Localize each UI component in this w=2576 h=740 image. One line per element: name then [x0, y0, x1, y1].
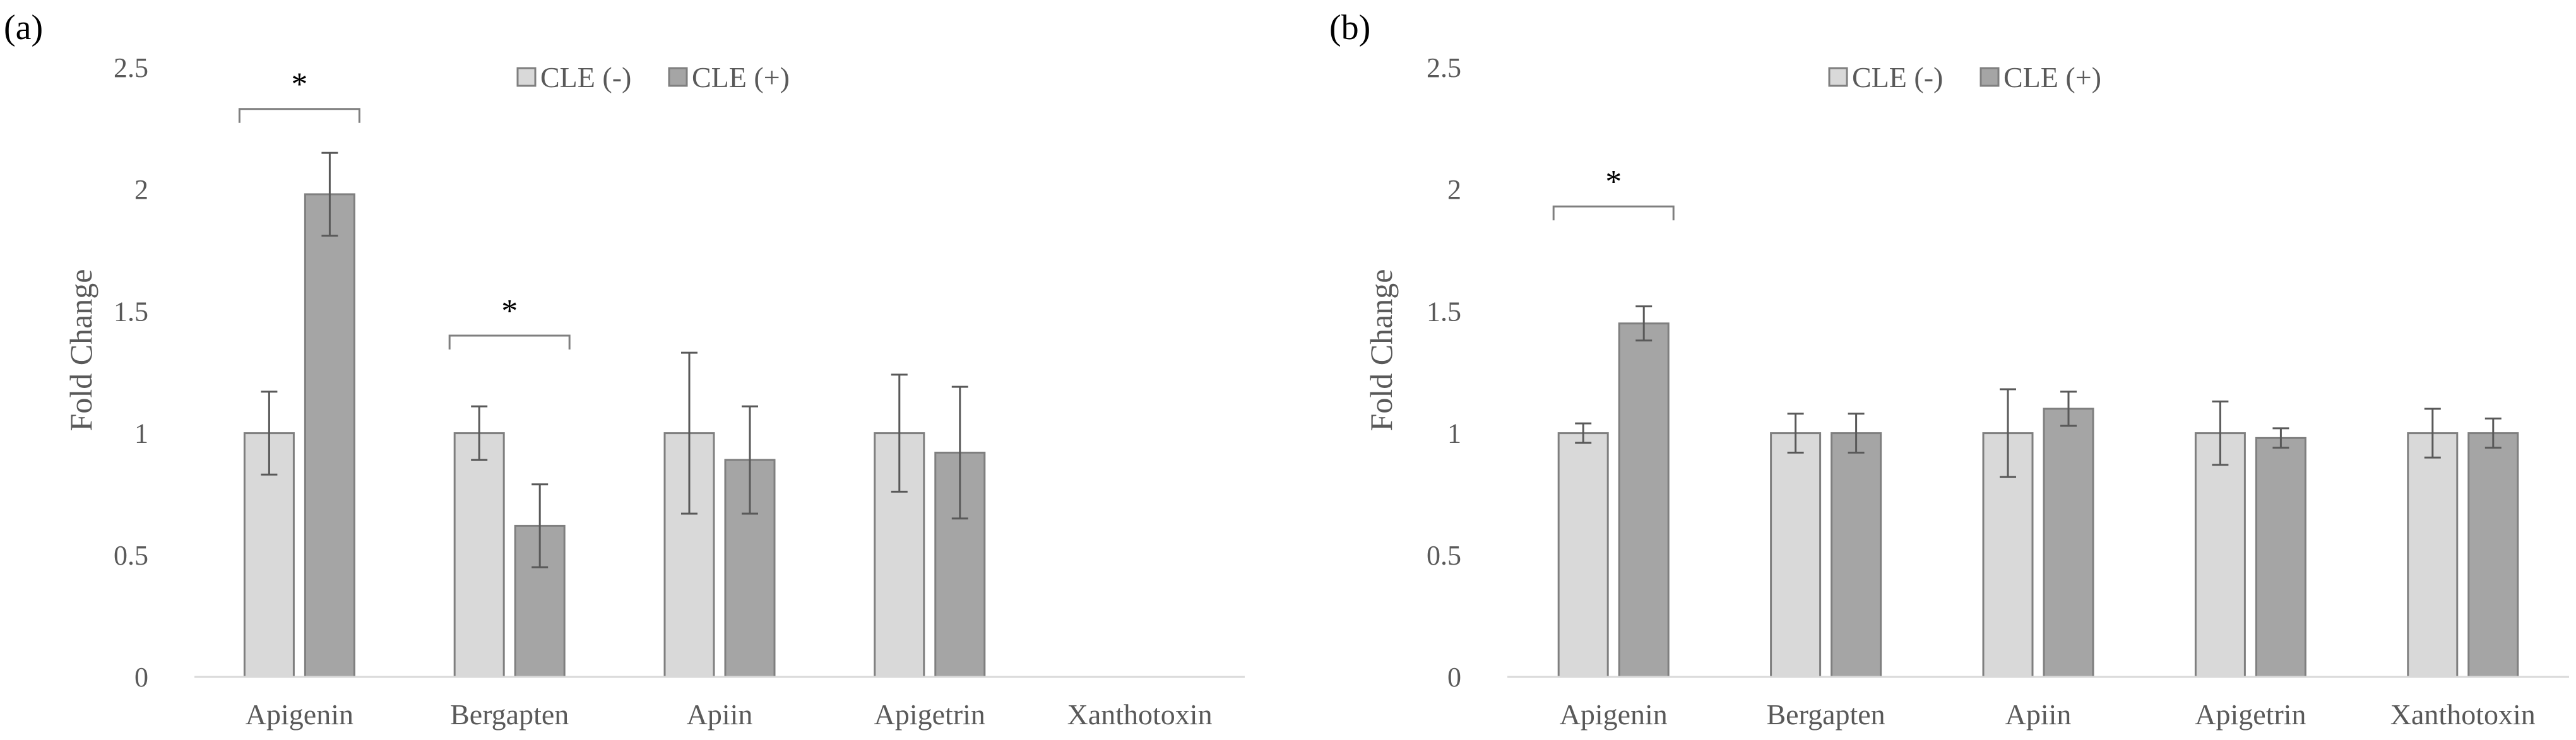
significance-bracket-a: [448, 334, 571, 350]
bar-b: [2043, 408, 2094, 678]
bar-b: [2407, 432, 2459, 678]
bar-b: [2467, 432, 2519, 678]
y-tick-label-b: 0.5: [1427, 540, 1461, 571]
legend-swatch-b: [1828, 67, 1848, 87]
x-tick-label-b: Xanthotoxin: [2390, 698, 2536, 731]
y-tick-label-a: 2.5: [114, 52, 148, 83]
significance-bracket-a: [238, 108, 360, 123]
bar-b: [2194, 432, 2246, 678]
significance-bracket-b: [1552, 205, 1675, 221]
x-tick-label-a: Bergapten: [450, 698, 569, 731]
panel-label-b: (b): [1329, 8, 1370, 47]
bar-b: [2255, 437, 2306, 678]
bar-a: [453, 432, 505, 678]
y-tick-label-a: 0: [134, 662, 148, 693]
chart-panel-a: (a) Fold Change 0 0.5 1 1.5 2 2.5 Apigenin Berg…: [4, 8, 1245, 731]
y-tick-label-b: 2: [1447, 174, 1461, 205]
x-tick-label-a: Apigetrin: [874, 698, 985, 731]
chart-panel-b: (b) Fold Change 0 0.5 1 1.5 2 2.5 Apigenin Berg…: [1288, 0, 2576, 740]
x-tick-label-a: Apigenin: [246, 698, 353, 731]
x-tick-label-b: Bergapten: [1766, 698, 1885, 731]
bar-chart-a: (a) Fold Change 0 0.5 1 1.5 2 2.5 Apigenin Berg…: [4, 8, 1245, 731]
y-tick-label-a: 2: [134, 174, 148, 205]
significance-marker-a: *: [501, 293, 518, 329]
x-tick-label-a: Apiin: [687, 698, 753, 731]
y-tick-label-b: 2.5: [1427, 52, 1461, 83]
panel-label-a: (a): [4, 8, 43, 47]
legend-swatch-b: [1979, 67, 2000, 87]
y-axis-title-b: Fold Change: [1363, 269, 1399, 432]
y-tick-label-b: 1: [1447, 418, 1461, 449]
legend-label-a: CLE (-): [540, 61, 631, 93]
legend-label-b: CLE (-): [1852, 61, 1943, 93]
y-axis-title-a: Fold Change: [63, 269, 98, 432]
legend-swatch-a: [516, 67, 537, 87]
x-tick-label-b: Apiin: [2005, 698, 2072, 731]
bar-b: [1618, 322, 1670, 678]
x-tick-label-b: Apigetrin: [2195, 698, 2306, 731]
y-tick-label-a: 1: [134, 418, 148, 449]
y-tick-label-b: 1.5: [1427, 296, 1461, 327]
legend-label-b: CLE (+): [2003, 61, 2101, 93]
legend-swatch-a: [668, 67, 688, 87]
y-tick-label-a: 0.5: [114, 540, 148, 571]
bar-a: [304, 193, 355, 678]
significance-marker-b: *: [1605, 164, 1622, 200]
y-tick-label-a: 1.5: [114, 296, 148, 327]
bar-b: [1557, 432, 1609, 678]
bar-b: [1770, 432, 1822, 678]
bar-chart-b: (b) Fold Change 0 0.5 1 1.5 2 2.5 Apigenin Berg…: [1329, 8, 2569, 731]
x-tick-label-b: Apigenin: [1560, 698, 1668, 731]
y-tick-label-b: 0: [1447, 662, 1461, 693]
legend-label-a: CLE (+): [692, 61, 790, 93]
significance-marker-a: *: [291, 67, 307, 103]
x-tick-label-a: Xanthotoxin: [1067, 698, 1213, 731]
bar-b: [1831, 432, 1882, 678]
